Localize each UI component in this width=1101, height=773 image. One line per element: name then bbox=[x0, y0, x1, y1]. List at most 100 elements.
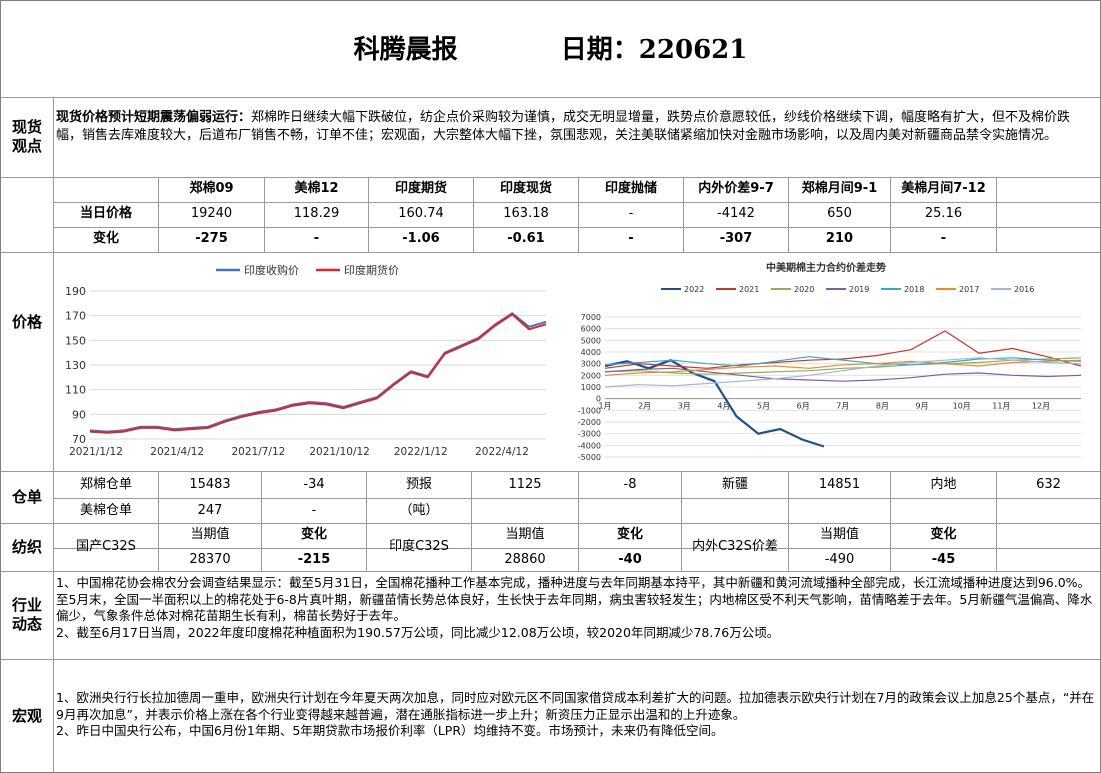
warehouse-cell: -8 bbox=[623, 477, 637, 492]
x-tick-label: 8月 bbox=[876, 402, 889, 411]
y-tick-label: 190 bbox=[65, 285, 86, 298]
x-tick-label: 2022/4/12 bbox=[475, 446, 529, 458]
macro-item-2: 2、昨日中国央行公布，中国6月份1年期、5年期贷款市场报价利率（LPR）均维持不… bbox=[56, 723, 724, 738]
change-cell: - bbox=[313, 231, 320, 246]
textile-cur-header: 当期值 bbox=[190, 527, 230, 542]
spot-view-label: 现货观点 bbox=[11, 118, 42, 155]
textile-cur-header: 当期值 bbox=[819, 527, 859, 542]
legend-label: 2018 bbox=[904, 285, 924, 294]
legend-label: 印度收购价 bbox=[244, 263, 299, 277]
textile-chg-header: 变化 bbox=[616, 527, 643, 542]
change-cell: -275 bbox=[195, 231, 228, 246]
warehouse-cell: 14851 bbox=[818, 477, 861, 492]
y-tick-label: 70 bbox=[72, 433, 86, 446]
textile-chg-header: 变化 bbox=[300, 527, 327, 542]
price-cell: 160.74 bbox=[398, 206, 444, 221]
x-tick-label: 2021/10/12 bbox=[309, 446, 370, 458]
textile-in-label: 印度C32S bbox=[389, 539, 449, 554]
price-cell: 19240 bbox=[190, 206, 233, 221]
spot-view-text: 现货价格预计短期震荡偏弱运行：郑棉昨日继续大幅下跌破位，纺企点价采购较为谨慎，成… bbox=[56, 109, 1096, 145]
textile-cur-header: 当期值 bbox=[505, 527, 545, 542]
change-cell: -1.06 bbox=[402, 231, 440, 246]
x-tick-label: 2021/7/12 bbox=[231, 446, 285, 458]
textile-in-change: -40 bbox=[618, 552, 642, 567]
textile-cn-value: 28370 bbox=[189, 552, 231, 567]
price-cell: - bbox=[628, 206, 634, 221]
y-tick-label: 90 bbox=[72, 408, 86, 421]
report-title: 科腾晨报 日期：220621 bbox=[1, 29, 1100, 66]
y-tick-label: 150 bbox=[65, 334, 86, 347]
legend-label: 2022 bbox=[684, 285, 704, 294]
y-tick-label: -3000 bbox=[578, 430, 601, 439]
warehouse-cell: 郑棉仓单 bbox=[79, 477, 132, 492]
x-tick-label: 6月 bbox=[797, 402, 810, 411]
y-tick-label: 0 bbox=[596, 395, 601, 404]
x-tick-label: 11月 bbox=[992, 402, 1010, 411]
textile-label: 纺织 bbox=[11, 538, 42, 556]
textile-cn-label: 国产C32S bbox=[76, 539, 136, 554]
x-tick-label: 10月 bbox=[953, 402, 971, 411]
warehouse-cell: 1125 bbox=[508, 477, 542, 492]
price-header: 内外价差9-7 bbox=[698, 181, 774, 196]
x-tick-label: 12月 bbox=[1032, 402, 1050, 411]
macro-item-1: 1、欧洲央行行长拉加德周一重申，欧洲央行计划在今年夏天两次加息，同时应对欧元区不… bbox=[56, 690, 1095, 722]
y-tick-label: 5000 bbox=[581, 336, 601, 345]
y-tick-label: 7000 bbox=[581, 313, 601, 322]
y-tick-label: 2000 bbox=[581, 371, 601, 380]
price-header: 印度期货 bbox=[394, 181, 447, 196]
y-tick-label: 130 bbox=[65, 359, 86, 372]
india-price-chart: 70 90 110 130 150 170 190 2021/1/12 2021/4/12 202… bbox=[65, 263, 547, 458]
legend-label: 印度期货价 bbox=[344, 263, 399, 277]
y-tick-label: -2000 bbox=[578, 418, 601, 427]
change-cell: 210 bbox=[825, 231, 854, 246]
series-line-2018 bbox=[604, 356, 1082, 367]
industry-text: 1、中国棉花协会棉农分会调查结果显示：截至5月31日，全国棉花播种工作基本完成，… bbox=[56, 575, 1096, 641]
textile-in-value: 28860 bbox=[504, 552, 546, 567]
y-tick-label: 6000 bbox=[581, 325, 601, 334]
price-header: 郑棉月间9-1 bbox=[801, 181, 878, 196]
report-name: 科腾晨报 bbox=[353, 35, 458, 65]
textile-diff-change: -45 bbox=[931, 552, 956, 567]
series-line-印度收购价 bbox=[89, 311, 547, 433]
x-tick-label: 4月 bbox=[717, 402, 730, 411]
warehouse-cell: 美棉仓单 bbox=[79, 503, 132, 518]
macro-label: 宏观 bbox=[11, 707, 42, 725]
y-tick-label: 170 bbox=[65, 310, 86, 323]
warehouse-unit: （吨） bbox=[399, 503, 439, 518]
warehouse-cell: 预报 bbox=[405, 477, 432, 492]
y-tick-label: 4000 bbox=[581, 348, 601, 357]
warehouse-label: 仓单 bbox=[11, 488, 42, 506]
y-tick-label: -5000 bbox=[578, 453, 601, 462]
x-tick-label: 3月 bbox=[678, 402, 691, 411]
x-tick-label: 2021/1/12 bbox=[69, 446, 123, 458]
price-cell: -4142 bbox=[717, 206, 755, 221]
price-header: 美棉月间7-12 bbox=[901, 181, 986, 196]
warehouse-cell: -34 bbox=[303, 477, 325, 492]
legend-label: 2019 bbox=[849, 285, 869, 294]
row-label-change: 变化 bbox=[92, 231, 119, 246]
spot-view-heading: 现货价格预计短期震荡偏弱运行： bbox=[56, 110, 252, 125]
change-cell: - bbox=[628, 231, 634, 246]
y-tick-label: 110 bbox=[65, 384, 86, 397]
change-cell: - bbox=[940, 231, 947, 246]
price-header: 印度抛储 bbox=[604, 181, 657, 196]
textile-chg-header: 变化 bbox=[930, 527, 957, 542]
price-header: 郑棉09 bbox=[189, 181, 234, 196]
price-label: 价格 bbox=[11, 313, 42, 331]
price-header: 美棉12 bbox=[294, 181, 339, 196]
x-tick-label: 5月 bbox=[757, 402, 770, 411]
textile-cn-change: -215 bbox=[297, 552, 331, 567]
price-cell: 118.29 bbox=[293, 206, 340, 221]
change-cell: -0.61 bbox=[507, 231, 545, 246]
legend-label: 2021 bbox=[739, 285, 759, 294]
series-line-2016 bbox=[604, 357, 1082, 388]
price-cell: 163.18 bbox=[503, 206, 549, 221]
cn-us-spread-chart: 中美期棉主力合约价差走势 7000 6000 5000 4000 3000 2000 1000… bbox=[578, 261, 1082, 462]
x-tick-label: 2022/1/12 bbox=[394, 446, 448, 458]
warehouse-cell: 新疆 bbox=[721, 477, 748, 492]
warehouse-cell: 15483 bbox=[189, 477, 231, 492]
x-tick-label: 2月 bbox=[638, 402, 651, 411]
y-tick-label: -1000 bbox=[578, 406, 601, 415]
y-tick-label: 1000 bbox=[581, 383, 601, 392]
